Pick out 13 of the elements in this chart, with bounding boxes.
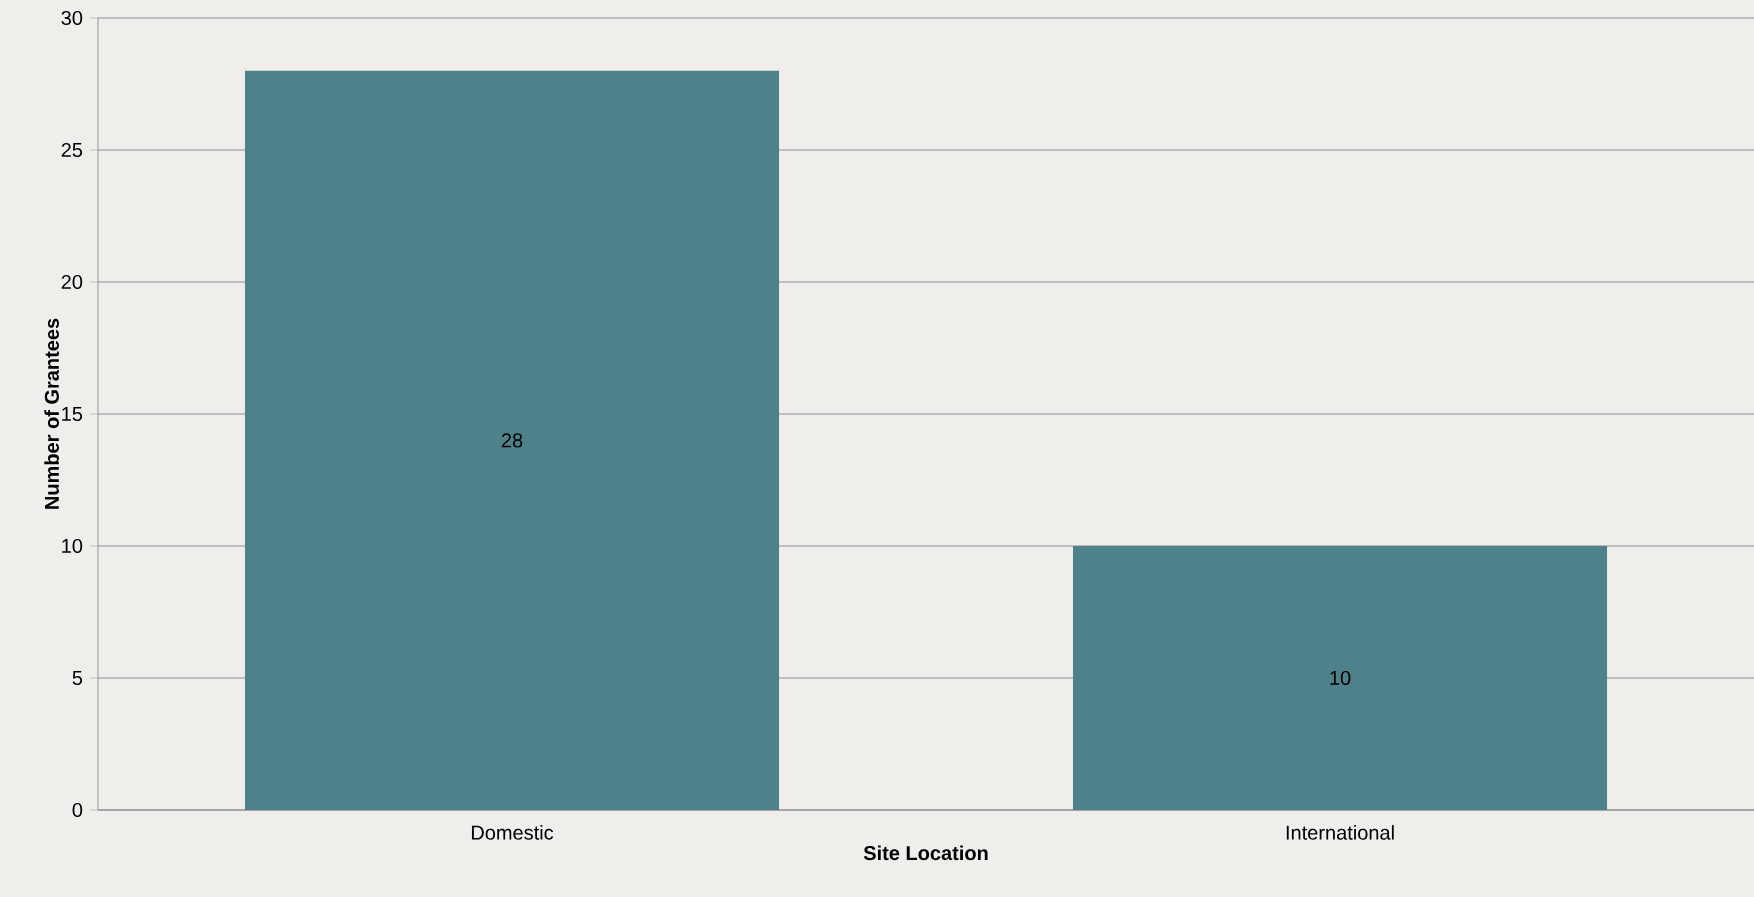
- y-tick-label: 5: [72, 671, 83, 685]
- data-label: 28: [501, 433, 523, 448]
- y-axis-title: Number of Grantees: [44, 318, 59, 509]
- y-tick-label: 30: [61, 10, 83, 26]
- x-tick-label: International: [1286, 825, 1394, 840]
- x-tick-label: Domestic: [471, 825, 554, 840]
- y-tick-label: 15: [62, 407, 83, 421]
- y-tick-label: 10: [62, 538, 83, 554]
- y-tick-label: 25: [61, 142, 83, 158]
- y-tick-label: 20: [61, 274, 83, 290]
- y-tick-label: 0: [72, 802, 83, 818]
- x-axis-title: Site Location: [863, 845, 988, 861]
- data-label: 10: [1330, 670, 1351, 686]
